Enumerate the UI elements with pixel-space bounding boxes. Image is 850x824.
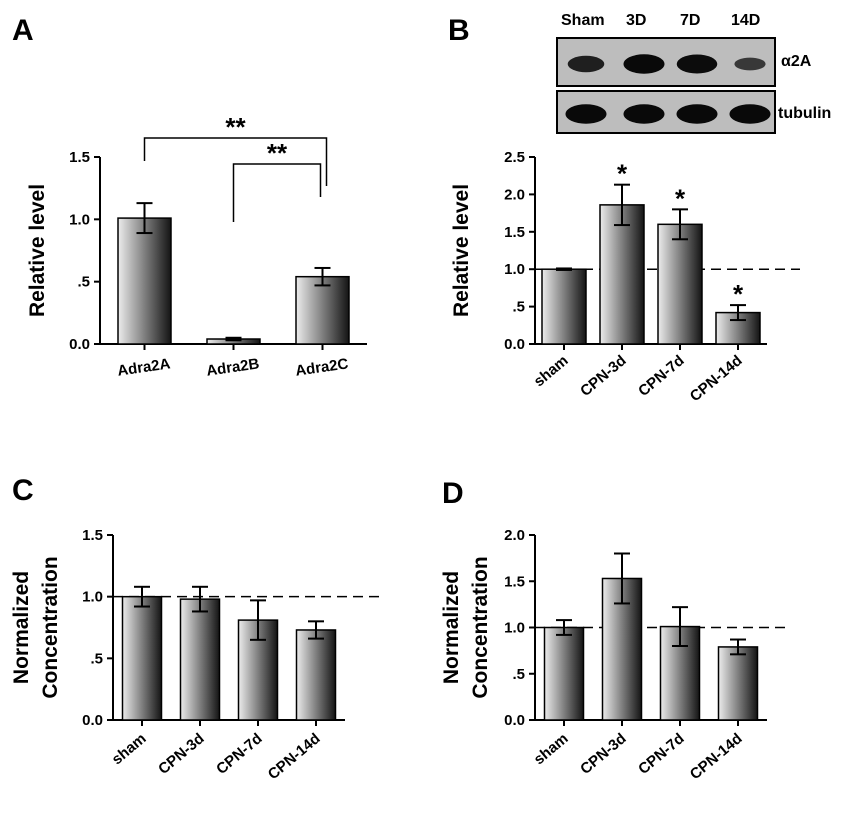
significance-star: * (675, 183, 686, 213)
x-tick-label: CPN-7d (213, 730, 265, 778)
y-tick-label: 1.5 (504, 573, 525, 590)
blot-band (567, 55, 605, 73)
blot-band (676, 104, 718, 124)
y-tick-label: .5 (512, 299, 525, 316)
x-tick-label: Adra2C (294, 355, 349, 379)
chart-a: 0.0 .5 1.0 1.5 Adra2A Adra2B Adra2C Relative le… (26, 112, 367, 380)
y-axis-label: Relative level (450, 184, 473, 317)
significance-label: ** (267, 138, 288, 168)
bar (717, 646, 759, 721)
y-tick-label: 0.0 (504, 336, 525, 353)
blot-band (565, 104, 607, 124)
x-tick-label: CPN-7d (635, 352, 687, 400)
y-axis-label: Concentration (469, 556, 492, 698)
western-blot: Sham 3D 7D 14D α2A tubulin (556, 12, 831, 134)
error-bar (672, 606, 688, 647)
blot-lane-label-sham: Sham (561, 12, 605, 29)
x-tick-label: CPN-3d (155, 730, 207, 778)
x-tick-label: sham (531, 352, 572, 390)
y-tick-label: 1.0 (504, 620, 525, 637)
x-tick-label: sham (109, 730, 150, 768)
y-tick-label: .5 (90, 650, 103, 667)
significance-bracket (143, 137, 328, 186)
error-bar (250, 599, 266, 641)
bar (659, 625, 701, 721)
blot-row-label-tubulin: tubulin (778, 105, 831, 122)
bar (599, 204, 645, 345)
y-axis-label: Normalized (440, 571, 463, 684)
error-bar (192, 585, 208, 613)
chart-d: 0.0 .5 1.0 1.5 2.0 sham CPN-3d CPN-7d CPN-14d Nor… (440, 527, 790, 783)
x-tick-label: sham (531, 730, 572, 768)
error-bar (308, 620, 324, 640)
blot-band (734, 57, 766, 71)
y-tick-label: 1.0 (504, 261, 525, 278)
error-bar (134, 585, 150, 608)
blot-band (729, 104, 771, 124)
y-tick-label: 1.0 (82, 589, 103, 606)
blot-lane-label-14d: 14D (731, 12, 760, 29)
y-tick-label: 0.0 (504, 712, 525, 729)
error-bar (556, 267, 572, 271)
x-tick-label: CPN-14d (265, 730, 324, 783)
bar (295, 275, 350, 345)
y-axis-label: Normalized (10, 571, 33, 684)
significance-star: * (733, 279, 744, 309)
bar (179, 598, 221, 721)
y-tick-label: .5 (512, 666, 525, 683)
panel-letter-a: A (12, 14, 34, 47)
y-tick-label: 0.0 (69, 336, 90, 353)
significance-star: * (617, 159, 628, 189)
error-bar (225, 336, 242, 342)
chart-b: 0.0 .5 1.0 1.5 2.0 2.5 * * * sham CPN-3d CPN-7d CPN-… (450, 149, 800, 405)
significance-label: ** (225, 112, 246, 142)
bar (541, 268, 587, 345)
bar (657, 223, 703, 345)
bar (295, 629, 337, 721)
x-tick-label: CPN-3d (577, 730, 629, 778)
x-tick-label: CPN-7d (635, 730, 687, 778)
bar (117, 217, 172, 345)
chart-c: 0.0 .5 1.0 1.5 sham CPN-3d CPN-7d CPN-14d Normal… (10, 527, 385, 783)
panel-letter-c: C (12, 474, 34, 507)
y-axis-label: Concentration (39, 556, 62, 698)
y-tick-label: 1.5 (504, 224, 525, 241)
y-tick-label: 2.5 (504, 149, 525, 166)
x-tick-label: CPN-3d (577, 352, 629, 400)
error-bar (556, 619, 572, 636)
y-tick-label: 1.0 (69, 211, 90, 228)
blot-row-label-alpha2a: α2A (781, 53, 812, 70)
error-bar (614, 183, 630, 227)
x-tick-label: Adra2B (205, 355, 260, 379)
y-tick-label: 2.0 (504, 186, 525, 203)
error-bar (730, 638, 746, 656)
x-tick-label: CPN-14d (687, 730, 746, 783)
blot-lane-label-7d: 7D (680, 12, 700, 29)
y-tick-label: 0.0 (82, 712, 103, 729)
blot-band (623, 54, 665, 74)
blot-lane-label-3d: 3D (626, 12, 646, 29)
bar (121, 595, 163, 721)
x-tick-label: CPN-14d (687, 352, 746, 405)
panel-letter-d: D (442, 477, 464, 510)
error-bar (314, 266, 331, 287)
error-bar (614, 552, 630, 605)
y-tick-label: 1.5 (82, 527, 103, 544)
panel-letter-b: B (448, 14, 470, 47)
y-tick-label: 2.0 (504, 527, 525, 544)
error-bar (672, 208, 688, 241)
blot-band (676, 54, 718, 74)
bar (715, 311, 761, 345)
blot-band (623, 104, 665, 124)
y-tick-label: .5 (77, 274, 90, 291)
bar (543, 626, 585, 721)
y-axis-label: Relative level (26, 184, 49, 317)
y-tick-label: 1.5 (69, 149, 90, 166)
x-tick-label: Adra2A (116, 355, 171, 379)
significance-bracket (232, 163, 322, 222)
error-bar (730, 304, 746, 322)
error-bar (136, 202, 153, 235)
